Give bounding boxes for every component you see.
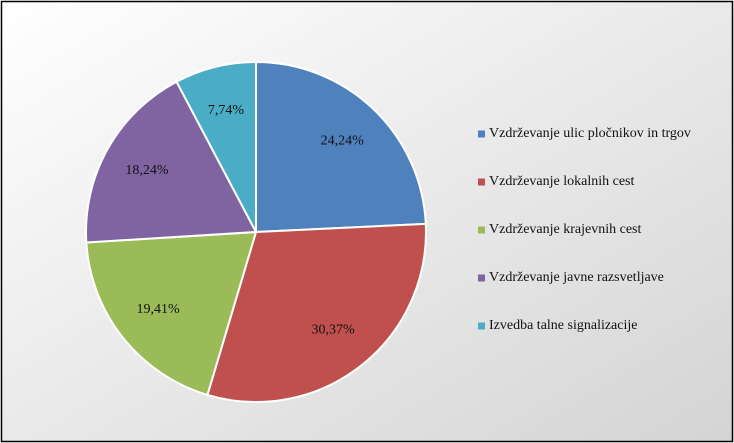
plot: 24,24% 30,37% 19,41% 18,24% 7,74% Vzdrževanje…	[85, 60, 691, 403]
legend-label: Vzdrževanje lokalnih cest	[489, 174, 634, 189]
pie-slice	[85, 80, 258, 244]
legend-swatch	[478, 226, 485, 234]
legend-label: Vzdrževanje krajevnih cest	[489, 222, 641, 237]
legend-label: Izvedba talne signalizacije	[489, 318, 637, 333]
legend-label: Vzdrževanje ulic pločnikov in trgov	[489, 126, 691, 141]
pie-slice	[175, 60, 257, 233]
pie-slice	[255, 60, 427, 234]
legend-swatch	[478, 130, 485, 138]
data-label: 24,24%	[321, 134, 365, 149]
pie-slice	[206, 222, 427, 403]
legend-label: Vzdrževanje javne razsvetljave	[489, 270, 664, 285]
data-label: 7,74%	[208, 103, 245, 118]
data-label: 30,37%	[311, 323, 355, 338]
legend-swatch	[478, 274, 485, 282]
legend-swatch	[478, 322, 485, 330]
pie-slice	[85, 230, 258, 397]
legend-swatch	[478, 178, 485, 186]
data-label: 19,41%	[137, 302, 181, 317]
data-label: 18,24%	[125, 163, 169, 178]
